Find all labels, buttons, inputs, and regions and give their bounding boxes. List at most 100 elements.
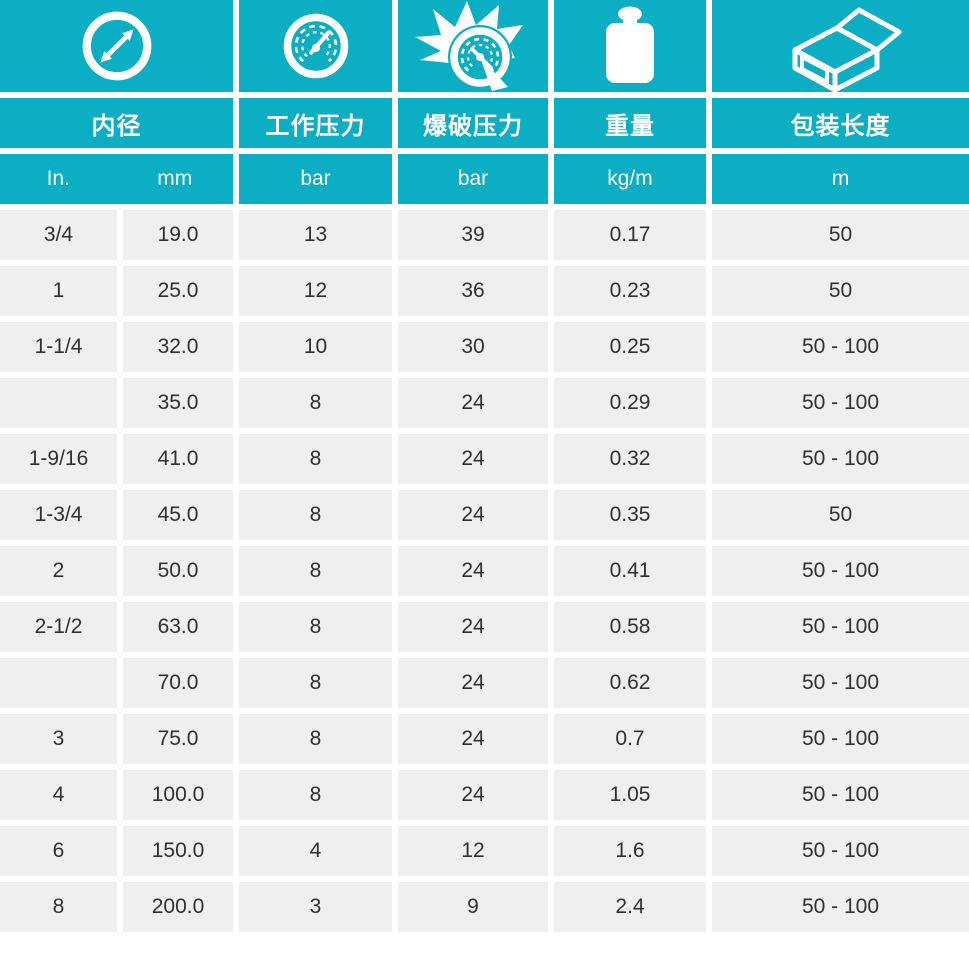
unit-mm: mm [157,167,193,190]
working-pressure-cell: 13 [239,210,392,260]
inner-diameter-mm-cell: 70.0 [123,658,233,708]
weight-icon [606,6,654,83]
inner-diameter-mm-cell: 75.0 [123,714,233,764]
working-pressure-cell: 8 [239,490,392,540]
inner-diameter-mm-cell: 32.0 [123,322,233,372]
weight-cell: 0.7 [554,714,706,764]
spec-table: 内径 工作压力 爆破压力 重量 包装长度 In. mm bar bar kg/m… [0,0,969,932]
working-pressure-cell: 8 [239,714,392,764]
weight-cell: 1.6 [554,826,706,876]
column-header-packing-length: 包装长度 [712,98,969,148]
weight-cell: 0.62 [554,658,706,708]
burst-pressure-cell: 39 [398,210,548,260]
burst-pressure-cell: 9 [398,882,548,932]
burst-gauge-icon [415,1,523,91]
weight-cell: 0.41 [554,546,706,596]
packing-length-cell: 50 [712,490,969,540]
burst-pressure-cell: 36 [398,266,548,316]
inner-diameter-mm-cell: 41.0 [123,434,233,484]
burst-pressure-cell: 24 [398,770,548,820]
unit-cell-weight: kg/m [554,154,706,204]
column-header-weight: 重量 [554,98,706,148]
packing-length-cell: 50 - 100 [712,546,969,596]
inner-diameter-icon-cell [0,0,233,92]
unit-cell-burst-pressure: bar [398,154,548,204]
inner-diameter-mm-cell: 200.0 [123,882,233,932]
packing-length-cell: 50 - 100 [712,770,969,820]
burst-pressure-cell: 24 [398,714,548,764]
weight-cell: 0.58 [554,602,706,652]
packing-length-cell: 50 [712,210,969,260]
inner-diameter-inch-cell: 4 [0,770,117,820]
unit-cell-working-pressure: bar [239,154,392,204]
column-header-working-pressure: 工作压力 [239,98,392,148]
inner-diameter-inch-cell: 1-1/4 [0,322,117,372]
unit-cell-packing-length: m [712,154,969,204]
weight-cell: 0.17 [554,210,706,260]
inner-diameter-mm-cell: 63.0 [123,602,233,652]
packing-length-cell: 50 - 100 [712,826,969,876]
working-pressure-cell: 12 [239,266,392,316]
burst-pressure-cell: 30 [398,322,548,372]
inner-diameter-mm-cell: 45.0 [123,490,233,540]
working-pressure-cell: 8 [239,434,392,484]
inner-diameter-mm-cell: 19.0 [123,210,233,260]
burst-pressure-cell: 24 [398,546,548,596]
weight-icon-cell [554,0,706,92]
diameter-icon [82,11,151,81]
weight-cell: 2.4 [554,882,706,932]
burst-pressure-cell: 24 [398,490,548,540]
inner-diameter-mm-cell: 25.0 [123,266,233,316]
working-pressure-cell: 10 [239,322,392,372]
column-header-burst-pressure: 爆破压力 [398,98,548,148]
packing-length-cell: 50 - 100 [712,882,969,932]
inner-diameter-inch-cell: 8 [0,882,117,932]
packing-length-cell: 50 - 100 [712,378,969,428]
package-box-icon [792,7,901,92]
weight-cell: 0.35 [554,490,706,540]
burst-pressure-icon-cell [398,0,548,92]
working-pressure-cell: 8 [239,658,392,708]
inner-diameter-inch-cell [0,658,117,708]
inner-diameter-inch-cell: 2 [0,546,117,596]
working-pressure-cell: 8 [239,770,392,820]
inner-diameter-inch-cell [0,378,117,428]
burst-pressure-cell: 24 [398,378,548,428]
packing-length-cell: 50 [712,266,969,316]
packing-length-cell: 50 - 100 [712,434,969,484]
burst-pressure-cell: 24 [398,602,548,652]
unit-inch: In. [46,167,70,190]
weight-cell: 0.23 [554,266,706,316]
packing-length-cell: 50 - 100 [712,658,969,708]
working-pressure-icon-cell [239,0,392,92]
column-header-inner-diameter: 内径 [0,98,233,148]
inner-diameter-mm-cell: 35.0 [123,378,233,428]
inner-diameter-inch-cell: 6 [0,826,117,876]
working-pressure-cell: 8 [239,546,392,596]
weight-cell: 0.29 [554,378,706,428]
working-pressure-cell: 4 [239,826,392,876]
inner-diameter-inch-cell: 1-3/4 [0,490,117,540]
burst-pressure-cell: 24 [398,658,548,708]
packing-length-cell: 50 - 100 [712,602,969,652]
inner-diameter-inch-cell: 1-9/16 [0,434,117,484]
burst-pressure-cell: 24 [398,434,548,484]
pressure-gauge-icon [283,13,348,79]
inner-diameter-mm-cell: 100.0 [123,770,233,820]
inner-diameter-mm-cell: 150.0 [123,826,233,876]
inner-diameter-mm-cell: 50.0 [123,546,233,596]
working-pressure-cell: 3 [239,882,392,932]
working-pressure-cell: 8 [239,378,392,428]
packing-length-icon-cell [712,0,969,92]
weight-cell: 1.05 [554,770,706,820]
inner-diameter-inch-cell: 3 [0,714,117,764]
unit-cell-inner-diameter: In. mm [0,154,233,204]
working-pressure-cell: 8 [239,602,392,652]
inner-diameter-inch-cell: 3/4 [0,210,117,260]
weight-cell: 0.32 [554,434,706,484]
weight-cell: 0.25 [554,322,706,372]
burst-pressure-cell: 12 [398,826,548,876]
packing-length-cell: 50 - 100 [712,322,969,372]
packing-length-cell: 50 - 100 [712,714,969,764]
